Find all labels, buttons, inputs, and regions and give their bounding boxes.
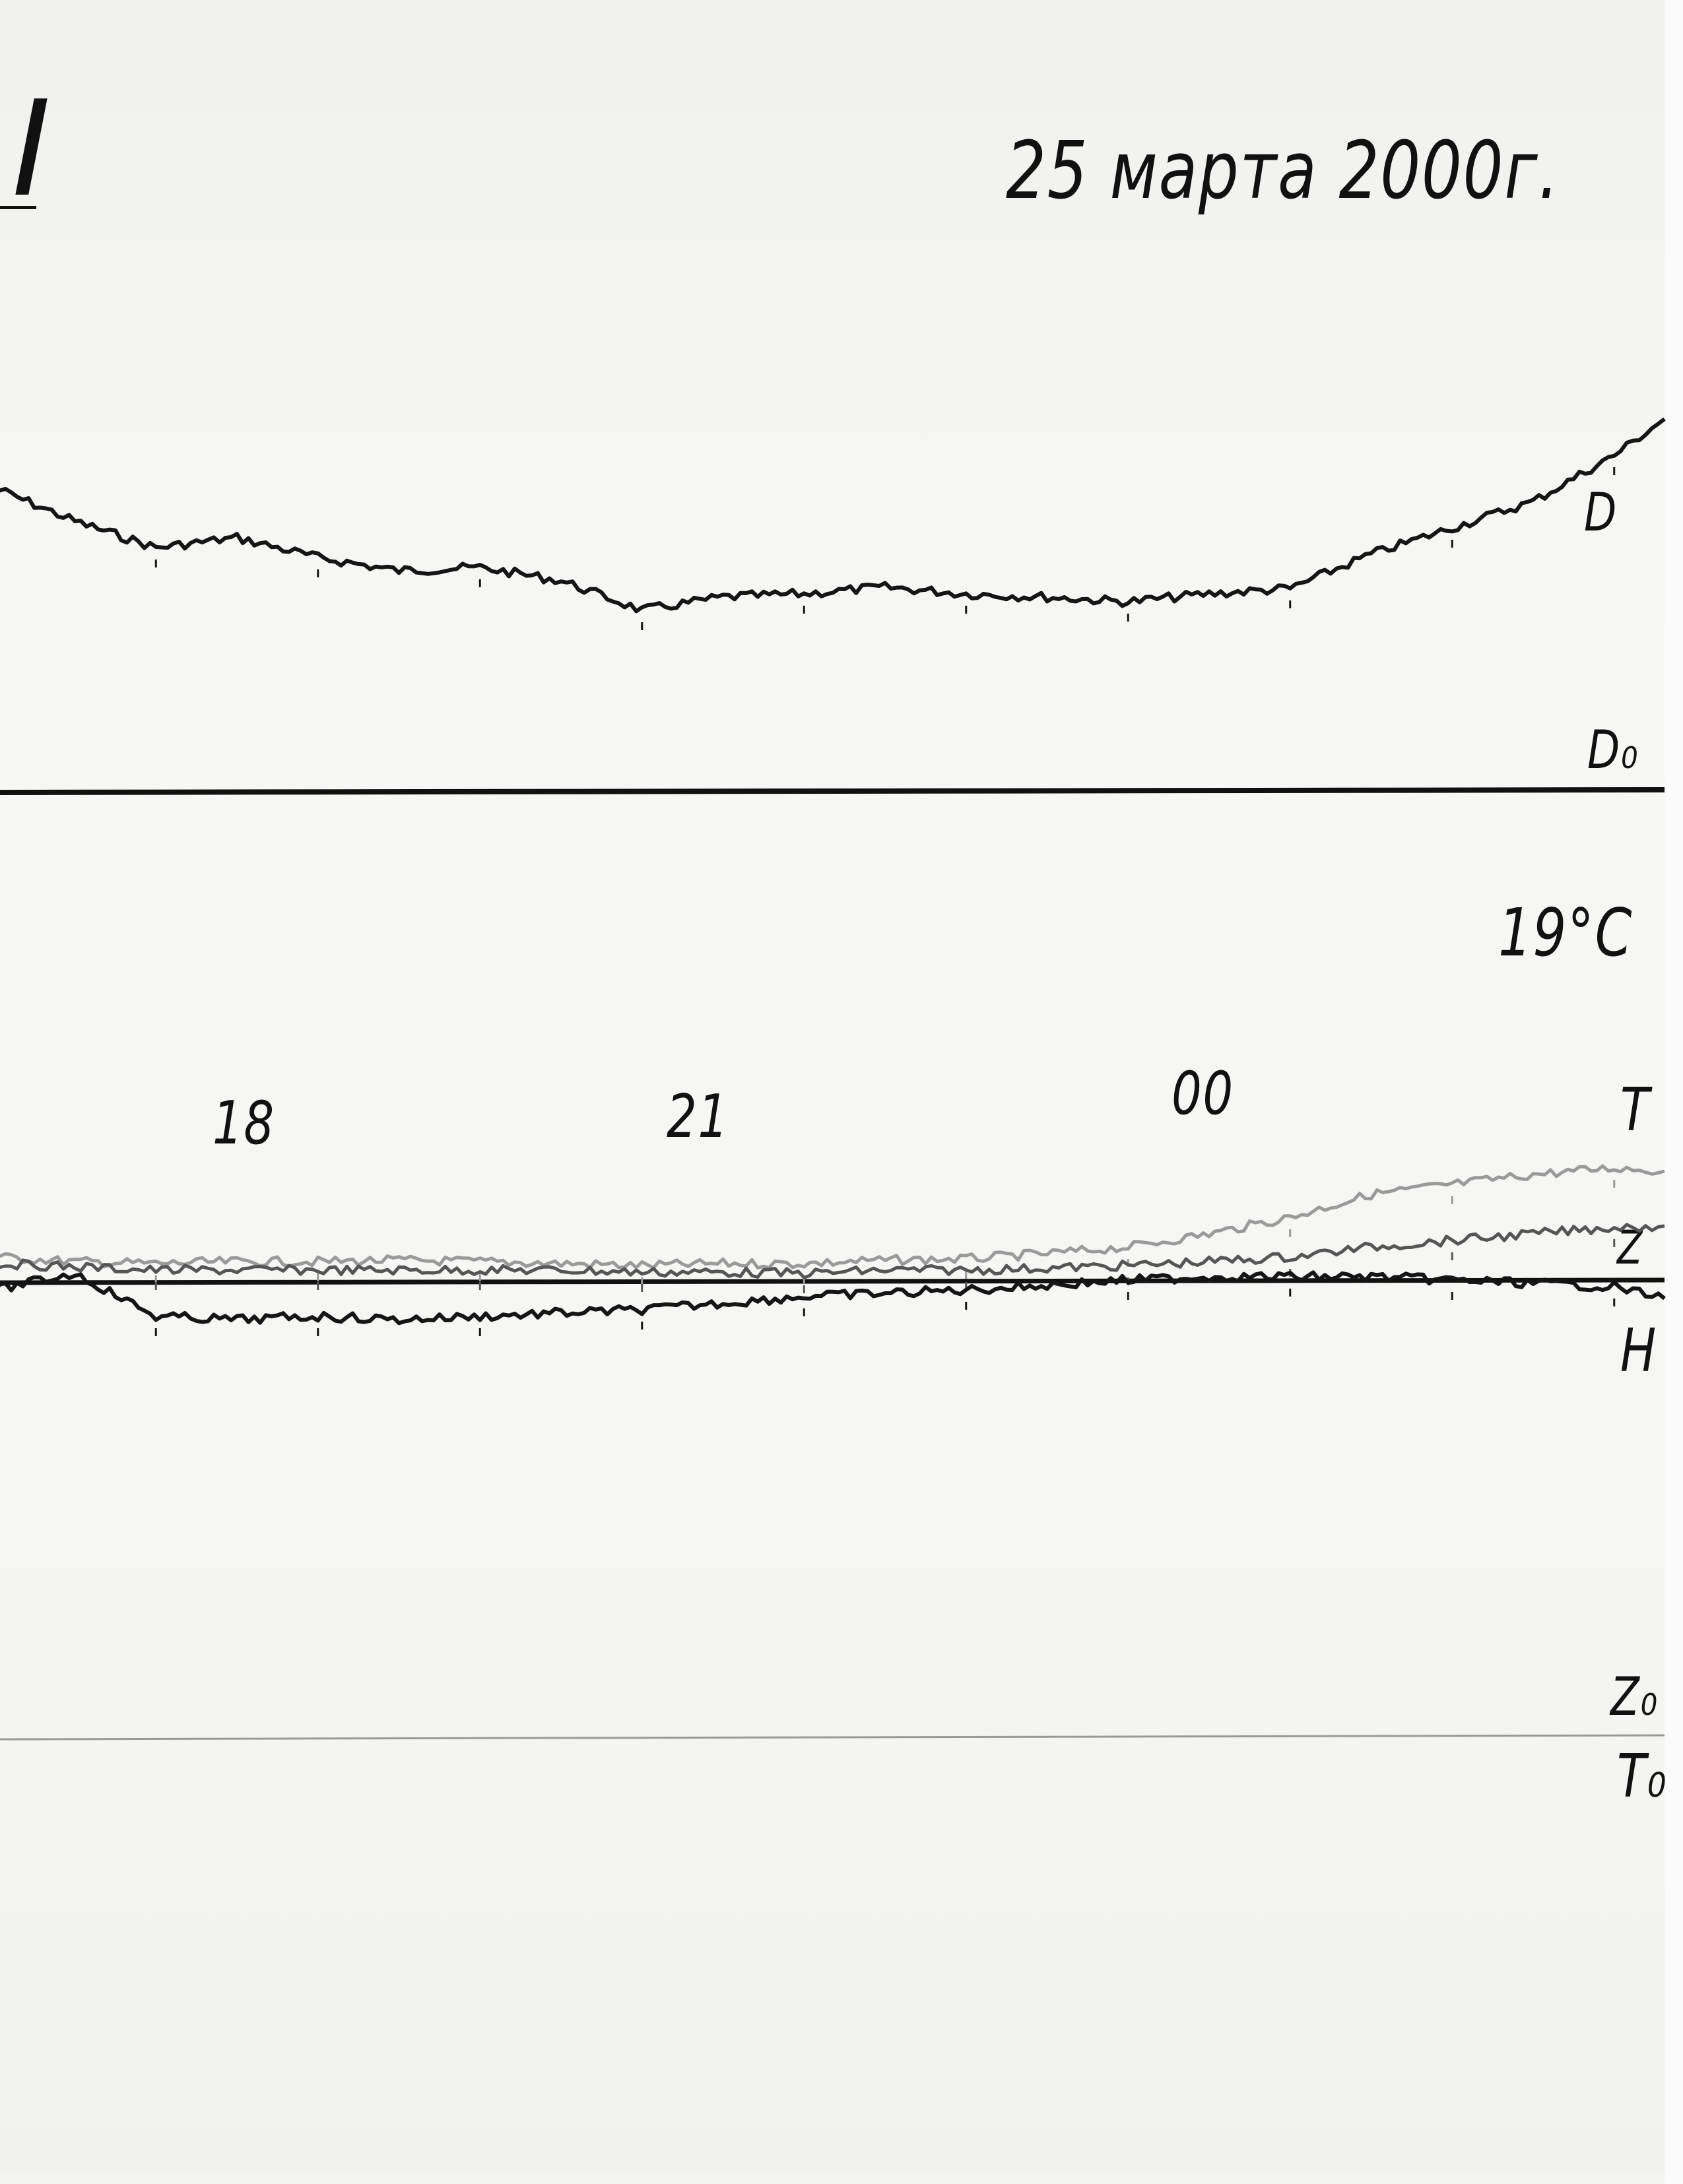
baseline-hz — [0, 1277, 1665, 1285]
trace-z — [0, 1223, 1665, 1279]
tick-label-18: 18 — [213, 1089, 275, 1158]
sheet-number: I — [12, 73, 52, 226]
baseline-z0-t0 — [0, 1734, 1665, 1741]
baseline-label-t0: T₀ — [1617, 1742, 1668, 1811]
temperature-label: 19°C — [1498, 894, 1634, 971]
baseline-label-d0: D₀ — [1587, 719, 1639, 781]
scan-edge — [1665, 0, 1683, 2184]
baseline-label-z0: Z₀ — [1610, 1666, 1659, 1727]
trace-d — [0, 417, 1666, 614]
series-label-h: H — [1620, 1316, 1657, 1386]
series-label-t: T — [1620, 1076, 1651, 1145]
chart-date: 25 марта 2000г. — [1006, 125, 1560, 217]
trace-t — [0, 1164, 1665, 1269]
sheet-number-underline — [0, 206, 36, 209]
baseline-d0 — [0, 787, 1665, 795]
trace-h — [0, 1270, 1666, 1326]
tick-label-00: 00 — [1172, 1059, 1234, 1128]
tick-label-21: 21 — [667, 1082, 729, 1151]
series-label-d: D — [1584, 482, 1618, 543]
